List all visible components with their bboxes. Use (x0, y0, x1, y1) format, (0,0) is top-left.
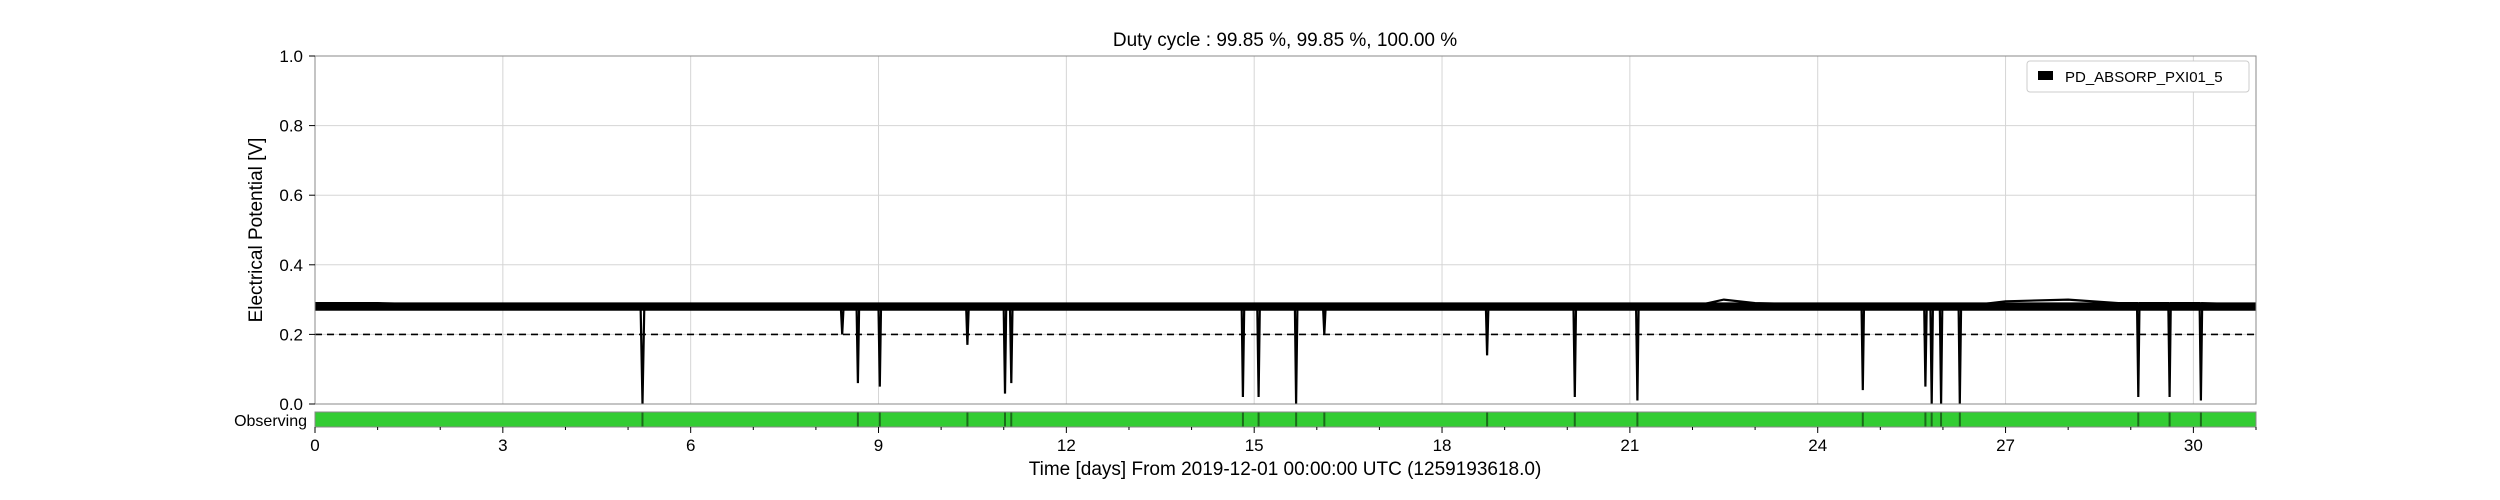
segment-gap (1861, 412, 1864, 427)
chart-title: Duty cycle : 99.85 %, 99.85 %, 100.00 % (1113, 30, 1457, 51)
segment-gap (1930, 412, 1933, 427)
x-tick-label: 18 (1433, 436, 1452, 455)
segment-gap (1940, 412, 1943, 427)
series-noise-band (315, 302, 2256, 311)
y-tick-label: 0.8 (279, 117, 303, 136)
y-axis-label: Electrical Potential [V] (246, 138, 267, 323)
grid (314, 55, 2256, 405)
segment-gap (1241, 412, 1244, 427)
y-axis: 0.0 0.2 0.4 0.6 0.8 1.0 (279, 47, 315, 414)
y-tick-label: 0.6 (279, 186, 303, 205)
segment-gap (2137, 412, 2140, 427)
segment-gap (1924, 412, 1927, 427)
segment-gap (1003, 412, 1006, 427)
legend-label: PD_ABSORP_PXI01_5 (2065, 69, 2223, 86)
series-line-path (315, 298, 2257, 405)
legend: PD_ABSORP_PXI01_5 (2026, 60, 2250, 93)
x-tick-label: 27 (1996, 436, 2015, 455)
y-tick-label: 1.0 (279, 47, 303, 66)
x-tick-label: 9 (874, 436, 883, 455)
x-axis-label: Time [days] From 2019-12-01 00:00:00 UTC… (1029, 459, 1542, 480)
legend-swatch (2038, 71, 2053, 80)
y-tick-label: 0.0 (279, 395, 303, 414)
segment-gap (1323, 412, 1326, 427)
x-tick-label: 24 (1808, 436, 1827, 455)
y-tick-label: 0.4 (279, 256, 303, 275)
x-tick-label: 15 (1245, 436, 1264, 455)
segment-gap (878, 412, 881, 427)
segment-label: Observing (234, 413, 307, 430)
series-line (315, 298, 2257, 405)
x-axis: 0 3 6 9 12 15 18 21 24 27 30 (310, 427, 2257, 455)
segment-frame (314, 411, 2257, 428)
x-tick-label: 0 (310, 436, 319, 455)
x-tick-label: 21 (1620, 436, 1639, 455)
legend-box (2026, 60, 2250, 93)
y-tick-label: 0.2 (279, 325, 303, 344)
observing-segment-bar (314, 411, 2257, 428)
segment-gap (966, 412, 969, 427)
segment-gap (856, 412, 859, 427)
x-tick-label: 3 (498, 436, 507, 455)
x-tick-label: 6 (686, 436, 695, 455)
segment-gap (1010, 412, 1013, 427)
segment-gap (1636, 412, 1639, 427)
x-tick-label: 30 (2184, 436, 2203, 455)
segment-gap (1573, 412, 1576, 427)
segment-gap (1486, 412, 1489, 427)
segment-gap (1295, 412, 1298, 427)
segment-gap (2168, 412, 2171, 427)
segment-gap (1257, 412, 1260, 427)
x-tick-label: 12 (1057, 436, 1076, 455)
segment-gap (641, 412, 644, 427)
plot-frame (314, 55, 2257, 405)
segment-gap (2199, 412, 2202, 427)
observing-segment (315, 412, 2256, 427)
segment-gap (1958, 412, 1961, 427)
